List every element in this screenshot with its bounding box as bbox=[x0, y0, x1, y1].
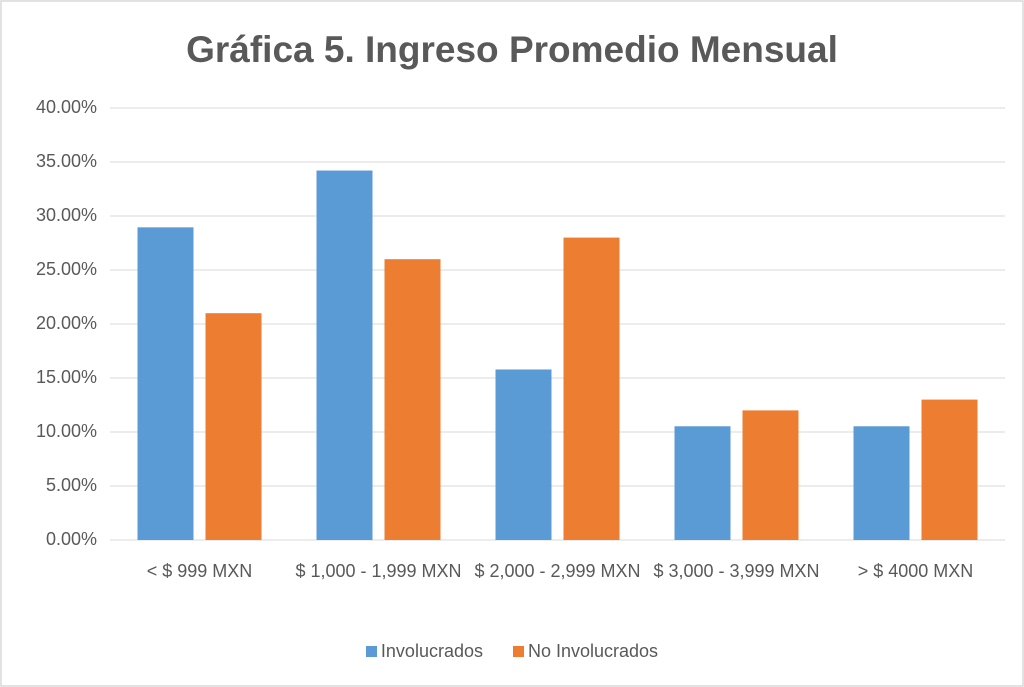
legend-swatch bbox=[512, 646, 524, 657]
legend-item: Involucrados bbox=[365, 641, 483, 662]
y-tick-label: 0.00% bbox=[46, 529, 97, 549]
bar bbox=[563, 237, 620, 540]
y-tick-label: 20.00% bbox=[36, 313, 97, 333]
y-tick-label: 40.00% bbox=[36, 97, 97, 117]
legend-label: Involucrados bbox=[380, 641, 483, 661]
y-tick-label: 15.00% bbox=[36, 367, 97, 387]
bar bbox=[137, 227, 194, 540]
y-tick-label: 30.00% bbox=[36, 205, 97, 225]
x-tick-label: $ 2,000 - 2,999 MXN bbox=[474, 561, 641, 581]
bar bbox=[853, 426, 910, 540]
x-tick-label: < $ 999 MXN bbox=[146, 561, 253, 581]
legend: Involucrados No Involucrados bbox=[0, 641, 1024, 662]
x-tick-label: $ 1,000 - 1,999 MXN bbox=[295, 561, 462, 581]
x-tick-label: $ 3,000 - 3,999 MXN bbox=[653, 561, 820, 581]
bar bbox=[316, 170, 373, 541]
legend-item: No Involucrados bbox=[512, 641, 659, 662]
bar bbox=[205, 313, 262, 540]
legend-swatch bbox=[365, 646, 377, 657]
bar bbox=[495, 369, 552, 540]
y-tick-label: 5.00% bbox=[46, 475, 97, 495]
bar bbox=[742, 410, 799, 540]
y-tick-label: 25.00% bbox=[36, 259, 97, 279]
bar bbox=[921, 399, 978, 540]
x-tick-label: > $ 4000 MXN bbox=[857, 561, 974, 581]
y-tick-label: 10.00% bbox=[36, 421, 97, 441]
y-tick-label: 35.00% bbox=[36, 151, 97, 171]
legend-label: No Involucrados bbox=[527, 641, 659, 661]
bar bbox=[674, 426, 731, 540]
chart-title: Gráfica 5. Ingreso Promedio Mensual bbox=[186, 29, 838, 70]
bar bbox=[384, 259, 441, 540]
